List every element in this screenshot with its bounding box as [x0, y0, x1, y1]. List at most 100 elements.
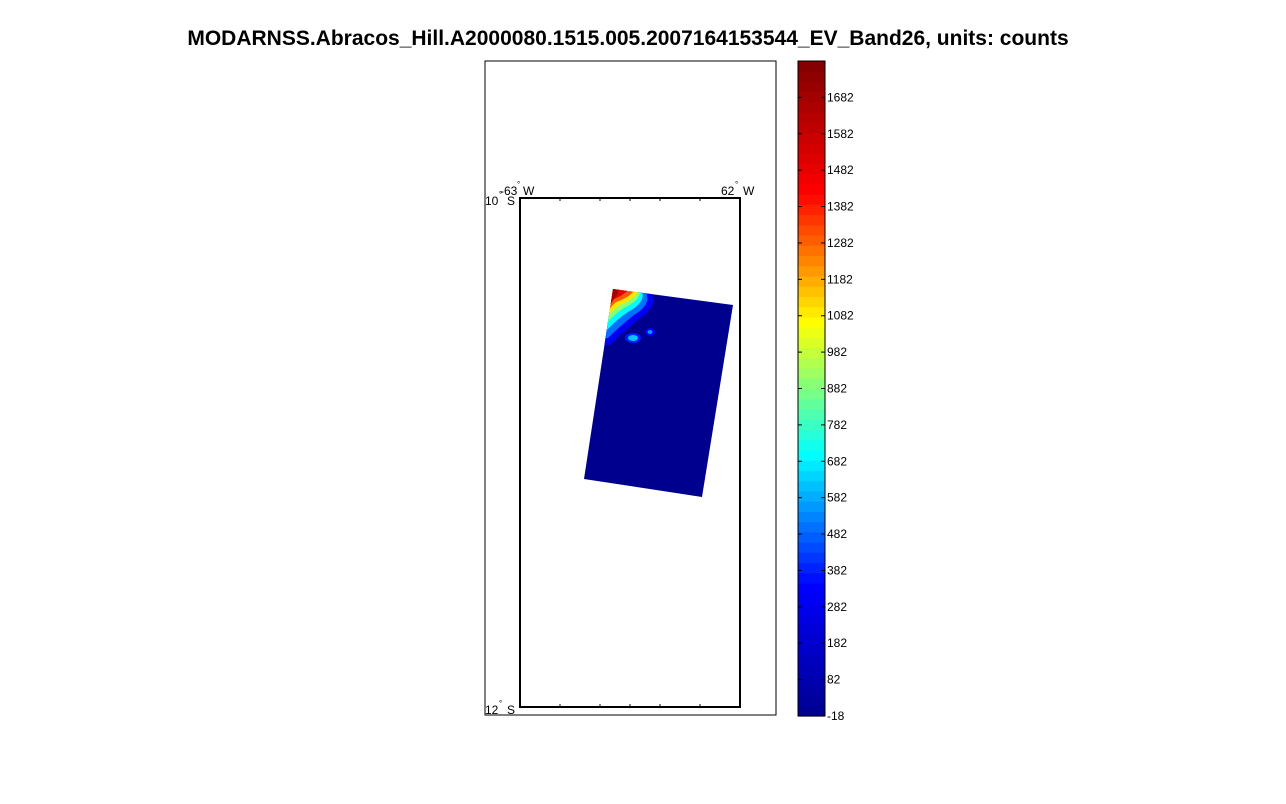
colorbar-band	[798, 675, 825, 686]
colorbar-band	[798, 337, 825, 349]
colorbar-band	[798, 214, 825, 226]
colorbar-band	[798, 552, 825, 564]
colorbar-band	[798, 521, 825, 533]
swath-hotspot	[598, 289, 654, 345]
colorbar-tick-label: 582	[827, 491, 847, 505]
colorbar-tick-label: 782	[827, 418, 847, 432]
colorbar-tick-label: 1482	[827, 163, 854, 177]
colorbar-band	[798, 132, 825, 144]
data-swath	[584, 289, 733, 497]
colorbar-band	[798, 388, 825, 400]
colorbar-band	[798, 296, 825, 308]
swath-blob	[647, 330, 653, 334]
lon-label-right-degree: °	[735, 180, 738, 189]
colorbar-band	[798, 542, 825, 553]
colorbar-band	[798, 531, 825, 543]
colorbar-band	[798, 429, 825, 441]
colorbar-band	[798, 654, 825, 666]
colorbar-band	[798, 327, 825, 338]
colorbar-band	[798, 81, 825, 93]
lat-label-bottom-hemi: S	[507, 703, 515, 717]
colorbar-tick-label: 1582	[827, 127, 854, 141]
colorbar-band	[798, 572, 825, 584]
colorbar-band	[798, 562, 825, 574]
colorbar-band	[798, 194, 825, 205]
swath-blob	[628, 335, 638, 341]
colorbar-band	[798, 265, 825, 277]
colorbar-band	[798, 286, 825, 297]
swath-background	[584, 289, 733, 497]
colorbar-band	[798, 91, 825, 103]
colorbar-tick-label: 882	[827, 382, 847, 396]
colorbar-band	[798, 101, 825, 113]
colorbar-tick-label: 182	[827, 636, 847, 650]
colorbar-band	[798, 71, 825, 83]
colorbar-band	[798, 255, 825, 267]
colorbar-band	[798, 644, 825, 656]
colorbar-band	[798, 234, 825, 246]
colorbar-band	[798, 449, 825, 461]
colorbar-band	[798, 183, 825, 195]
colorbar-band	[798, 173, 825, 185]
colorbar-band	[798, 316, 825, 328]
colorbar-tick-label: 1382	[827, 200, 854, 214]
colorbar-tick-label: -18	[827, 709, 845, 723]
colorbar-band	[798, 153, 825, 164]
lat-label-bottom: 12 ° S	[485, 699, 515, 717]
colorbar-tick-label: 1082	[827, 309, 854, 323]
colorbar-bands	[798, 61, 825, 717]
lat-label-top-deg: 10	[485, 194, 499, 208]
colorbar-tick-label: 1682	[827, 90, 854, 104]
colorbar: -18 82 182 282 382 482 582 682 782 882 982 1082 1182…	[797, 60, 854, 723]
lon-label-left: -63 ° W	[500, 180, 535, 198]
colorbar-band	[798, 603, 825, 615]
map-frame-ticks	[519, 198, 741, 707]
colorbar-band	[798, 275, 825, 287]
lon-label-right: 62 ° W	[721, 180, 755, 198]
colorbar-band	[798, 408, 825, 420]
lat-label-bottom-degree: °	[499, 699, 502, 708]
chart-title: MODARNSS.Abracos_Hill.A2000080.1515.005.…	[187, 27, 1069, 50]
colorbar-band	[798, 306, 825, 318]
colorbar-band	[798, 634, 825, 645]
colorbar-tick-label: 982	[827, 345, 847, 359]
colorbar-band	[798, 582, 825, 594]
colorbar-band	[798, 695, 825, 707]
lon-label-left-degree: °	[517, 180, 520, 189]
colorbar-band	[798, 61, 825, 72]
colorbar-band	[798, 378, 825, 390]
colorbar-band	[798, 398, 825, 410]
colorbar-tick-label: 82	[827, 673, 841, 687]
colorbar-tick-label: 682	[827, 454, 847, 468]
colorbar-band	[798, 163, 825, 175]
colorbar-band	[798, 685, 825, 697]
lat-label-bottom-deg: 12	[485, 703, 499, 717]
colorbar-band	[798, 122, 825, 134]
colorbar-tick-label: 282	[827, 600, 847, 614]
colorbar-band	[798, 245, 825, 257]
colorbar-tick-label: 482	[827, 527, 847, 541]
colorbar-tick-label: 1282	[827, 236, 854, 250]
colorbar-band	[798, 511, 825, 523]
colorbar-band	[798, 357, 825, 369]
lat-label-top-hemi: S	[507, 194, 515, 208]
colorbar-band	[798, 480, 825, 492]
colorbar-ticks: -18 82 182 282 382 482 582 682 782 882 982 1082 1182…	[798, 90, 854, 723]
colorbar-band	[798, 613, 825, 625]
lat-label-top: 10 ° S	[485, 190, 515, 208]
colorbar-band	[798, 460, 825, 471]
lon-label-right-hemi: W	[743, 184, 755, 198]
lon-label-left-deg: -63	[500, 184, 518, 198]
colorbar-band	[798, 368, 825, 379]
colorbar-tick-label: 382	[827, 563, 847, 577]
lat-label-top-degree: °	[499, 190, 502, 199]
colorbar-band	[798, 419, 825, 431]
colorbar-band	[798, 490, 825, 502]
colorbar-band	[798, 593, 825, 605]
colorbar-band	[798, 112, 825, 123]
lon-label-left-hemi: W	[523, 184, 535, 198]
colorbar-tick-label: 1182	[827, 272, 853, 286]
colorbar-band	[798, 623, 825, 635]
colorbar-band	[798, 501, 825, 512]
